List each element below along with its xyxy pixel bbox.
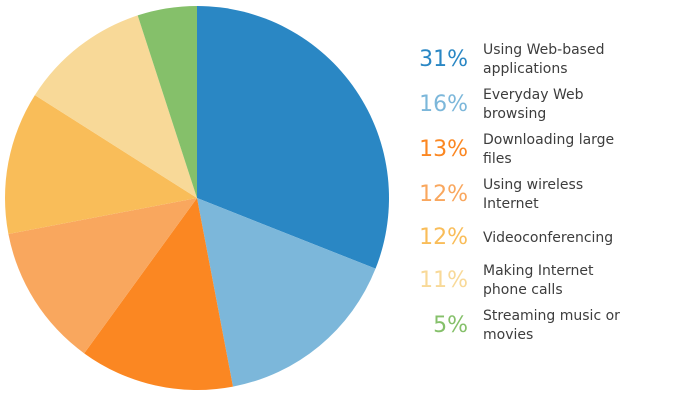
chart-legend: 31% Using Web-based applications 16% Eve… <box>416 41 666 345</box>
legend-percent: 12% <box>419 225 468 250</box>
legend-label: Videoconferencing <box>483 229 614 246</box>
legend-percent: 12% <box>419 182 468 207</box>
legend-percent: 5% <box>433 313 468 338</box>
pie-slice <box>197 5 390 269</box>
legend-label: Everyday Web browsing <box>483 87 584 122</box>
pie-chart-area <box>4 5 390 391</box>
legend-item: 31% Using Web-based applications <box>416 41 666 79</box>
pie-slice <box>84 198 233 391</box>
legend-item: 16% Everyday Web browsing <box>416 86 666 124</box>
pie-slice <box>4 95 198 234</box>
legend-label: Using Web-based applications <box>483 42 605 77</box>
legend-item: 12% Videoconferencing <box>416 221 666 255</box>
legend-item: 12% Using wireless Internet <box>416 176 666 214</box>
legend-item: 13% Downloading large files <box>416 131 666 169</box>
pie-slice <box>8 198 198 354</box>
legend-item: 11% Making Internet phone calls <box>416 262 666 300</box>
legend-percent: 11% <box>419 268 468 293</box>
legend-item: 5% Streaming music or movies <box>416 307 666 345</box>
legend-label: Streaming music or movies <box>483 308 620 343</box>
pie-slice <box>197 198 376 387</box>
legend-percent: 16% <box>419 92 468 117</box>
pie-slice <box>137 6 197 198</box>
legend-percent: 13% <box>419 137 468 162</box>
legend-percent: 31% <box>419 47 468 72</box>
pie-slice <box>34 15 197 199</box>
legend-label: Making Internet phone calls <box>483 263 594 298</box>
legend-label: Using wireless Internet <box>483 177 584 212</box>
legend-label: Downloading large files <box>483 132 615 167</box>
pie-chart <box>4 5 390 391</box>
